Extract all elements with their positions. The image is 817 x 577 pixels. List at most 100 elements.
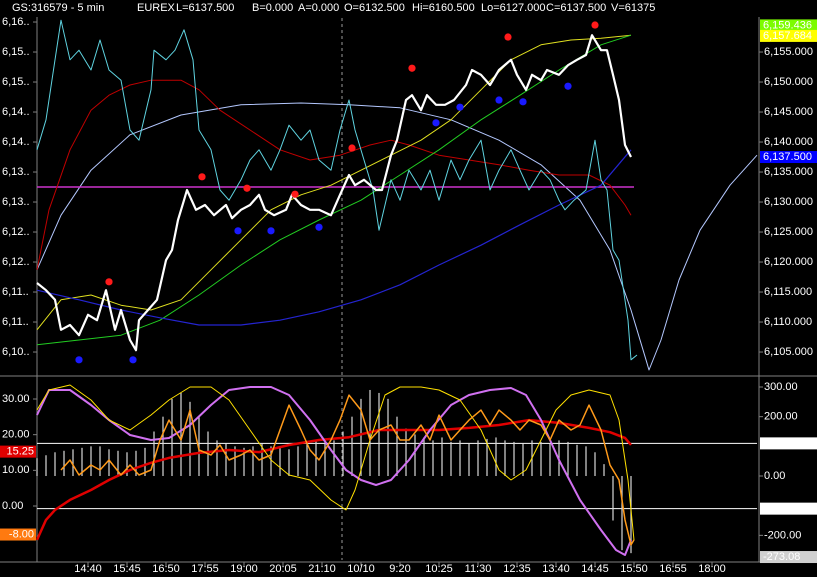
x-tick-label: 21:10 — [308, 563, 336, 575]
histogram-bar — [225, 443, 227, 477]
price-tag-label: 6,137.500 — [763, 151, 812, 163]
header-field: EUREX — [137, 2, 176, 14]
histogram-bar — [216, 440, 218, 477]
histogram-bar — [342, 431, 344, 477]
price-tag — [0, 445, 36, 458]
price-tag — [760, 19, 817, 32]
signal-dot — [315, 223, 323, 231]
histogram-bar — [396, 416, 398, 477]
header: GS:316579 - 5 min EUREX L=6137.500 B=0.000 A… — [12, 2, 655, 14]
histogram-bar — [288, 449, 290, 477]
header-field: L=6137.500 — [176, 2, 234, 14]
y-tick-label: 10.00 — [2, 464, 30, 476]
y-tick-label: 6,11.. — [2, 286, 29, 298]
histogram-bar — [261, 443, 263, 477]
x-tick-label: 20:05 — [269, 563, 297, 575]
signal-dot — [348, 144, 356, 152]
signal-dot — [198, 173, 206, 181]
y-tick-label: 6,13.. — [2, 166, 30, 178]
histogram-bar — [405, 428, 407, 477]
histogram-bar — [198, 416, 200, 477]
signal-dot — [504, 33, 512, 41]
histogram-bar — [387, 398, 389, 477]
price-tag — [760, 437, 817, 450]
histogram-bar — [432, 440, 434, 477]
histogram-bar — [351, 416, 353, 477]
series-line — [36, 79, 632, 270]
histogram-bar — [243, 447, 245, 477]
x-tick-label: 16:50 — [152, 563, 180, 575]
signal-dot — [456, 103, 464, 111]
y-tick-label: 20.00 — [2, 429, 30, 441]
signal-dot — [234, 227, 242, 235]
signal-dot — [243, 184, 251, 192]
histogram-bar — [468, 443, 470, 477]
header-field: B=0.000 — [252, 2, 293, 14]
y-tick-label: 6,150.000 — [764, 76, 813, 88]
histogram-bar — [567, 441, 569, 477]
series-line — [36, 19, 638, 361]
series-line — [36, 34, 632, 346]
y-tick-label: 6,135.000 — [764, 166, 813, 178]
histogram-bar — [72, 449, 74, 477]
price-tag — [760, 551, 817, 564]
histogram-bar — [459, 440, 461, 477]
y-tick-label: 6,16.. — [2, 16, 30, 28]
y-tick-label: 6,140.000 — [764, 136, 813, 148]
price-tag — [760, 502, 817, 515]
signal-dot — [495, 96, 503, 104]
histogram-bar — [153, 431, 155, 477]
x-tick-label: 15:50 — [620, 563, 648, 575]
y-tick-label: -200.00 — [764, 529, 801, 541]
header-field: Lo=6127.000 — [481, 2, 546, 14]
header-field: V=61375 — [611, 2, 655, 14]
series-line — [36, 149, 632, 326]
histogram-bar — [324, 441, 326, 477]
histogram-bar — [477, 440, 479, 477]
histogram-bar — [99, 446, 101, 477]
signal-dot — [105, 278, 113, 286]
histogram-bar — [108, 449, 110, 477]
x-tick-label: 10/10 — [347, 563, 375, 575]
histogram-bar — [621, 476, 623, 551]
x-tick-label: 16:55 — [659, 563, 687, 575]
histogram-bar — [252, 446, 254, 477]
y-tick-label: 6,115.000 — [764, 286, 812, 298]
histogram-bar — [486, 438, 488, 477]
x-tick-label: 19:00 — [230, 563, 258, 575]
histogram-bar — [441, 437, 443, 477]
histogram-bar — [522, 443, 524, 477]
y-tick-label: 6,10.. — [2, 346, 30, 358]
histogram-bar — [540, 441, 542, 477]
x-tick-label: 13:40 — [542, 563, 570, 575]
y-tick-label: 6,13.. — [2, 196, 30, 208]
y-tick-label: 200.00 — [764, 411, 798, 423]
histogram-bar — [333, 440, 335, 477]
y-tick-label: 30.00 — [2, 393, 30, 405]
histogram-bar — [297, 446, 299, 477]
histogram-bar — [585, 446, 587, 477]
series-line — [36, 34, 632, 352]
y-tick-label: 0.00 — [2, 500, 23, 512]
y-tick-label: 6,15.. — [2, 46, 30, 58]
price-tag-label: -8.00 — [9, 528, 34, 540]
histogram-bar — [45, 455, 47, 477]
y-tick-label: 6,130.000 — [764, 196, 813, 208]
price-tag-label: 110.00 — [763, 437, 796, 449]
histogram-bar — [36, 458, 38, 477]
histogram-bar — [360, 398, 362, 477]
y-tick-label: 6,110.000 — [764, 316, 812, 328]
price-tag-label: -273.08 — [763, 551, 800, 563]
y-tick-label: 6,11.. — [2, 316, 29, 328]
price-tag-label: -110.00 — [763, 503, 800, 515]
signal-dot — [129, 356, 137, 364]
y-tick-label: 6,125.000 — [764, 226, 813, 238]
histogram-bar — [171, 398, 173, 477]
histogram-bar — [144, 447, 146, 477]
histogram-bar — [378, 392, 380, 477]
signal-dot — [267, 227, 275, 235]
histogram-bar — [315, 440, 317, 477]
x-tick-label: 14:40 — [74, 563, 102, 575]
